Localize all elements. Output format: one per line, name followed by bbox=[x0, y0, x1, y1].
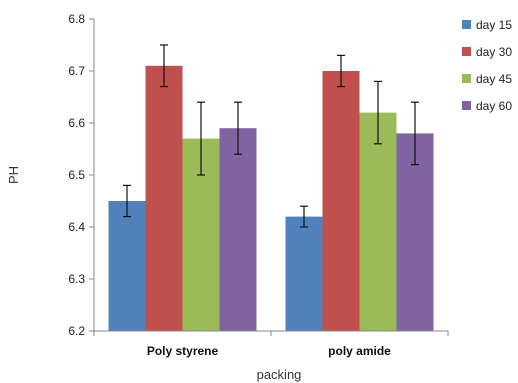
legend-item: day 60 bbox=[462, 99, 512, 113]
legend-item: day 30 bbox=[462, 45, 512, 59]
bar-day-60-0 bbox=[219, 128, 257, 331]
y-tick-label: 6.3 bbox=[68, 272, 85, 286]
y-tick-label: 6.8 bbox=[68, 12, 85, 26]
y-tick-label: 6.4 bbox=[68, 220, 85, 234]
legend-label: day 30 bbox=[476, 45, 512, 59]
error-bar bbox=[300, 205, 308, 228]
legend-swatch bbox=[462, 74, 471, 83]
bar-day-60-1 bbox=[396, 133, 434, 331]
error-bars bbox=[123, 44, 419, 228]
error-bar bbox=[374, 80, 382, 145]
legend-swatch bbox=[462, 20, 471, 29]
legend-swatch bbox=[462, 101, 471, 110]
bar-day-15-1 bbox=[285, 216, 323, 331]
legend-item: day 45 bbox=[462, 72, 512, 86]
legend-label: day 60 bbox=[476, 99, 512, 113]
x-axis-ticks: Poly styrene poly amide bbox=[93, 331, 449, 358]
x-axis-title: packing bbox=[257, 367, 302, 382]
bar-day-30-1 bbox=[322, 71, 360, 331]
legend: day 15 day 30 day 45 day 60 bbox=[462, 18, 512, 113]
legend-swatch bbox=[462, 47, 471, 56]
error-bar bbox=[411, 101, 419, 166]
y-tick-label: 6.5 bbox=[68, 168, 85, 182]
y-tick-label: 6.6 bbox=[68, 116, 85, 130]
y-tick-label: 6.2 bbox=[68, 324, 85, 338]
legend-label: day 45 bbox=[476, 72, 512, 86]
bar-day-15-0 bbox=[108, 201, 146, 331]
error-bar bbox=[234, 101, 242, 155]
bar-day-30-0 bbox=[145, 65, 183, 332]
bar-day-45-1 bbox=[359, 112, 397, 331]
x-tick-label: poly amide bbox=[328, 344, 391, 358]
y-tick-label: 6.7 bbox=[68, 64, 85, 78]
y-axis-ticks: 6.2 6.3 6.4 6.5 6.6 6.7 6.8 bbox=[68, 12, 94, 338]
error-bar bbox=[160, 44, 168, 88]
x-tick-label: Poly styrene bbox=[147, 344, 219, 358]
y-axis-title: PH bbox=[6, 166, 21, 184]
legend-label: day 15 bbox=[476, 18, 512, 32]
error-bar bbox=[123, 184, 131, 218]
error-bar bbox=[337, 54, 345, 88]
bars bbox=[108, 65, 434, 332]
legend-item: day 15 bbox=[462, 18, 512, 32]
error-bar bbox=[197, 101, 205, 176]
